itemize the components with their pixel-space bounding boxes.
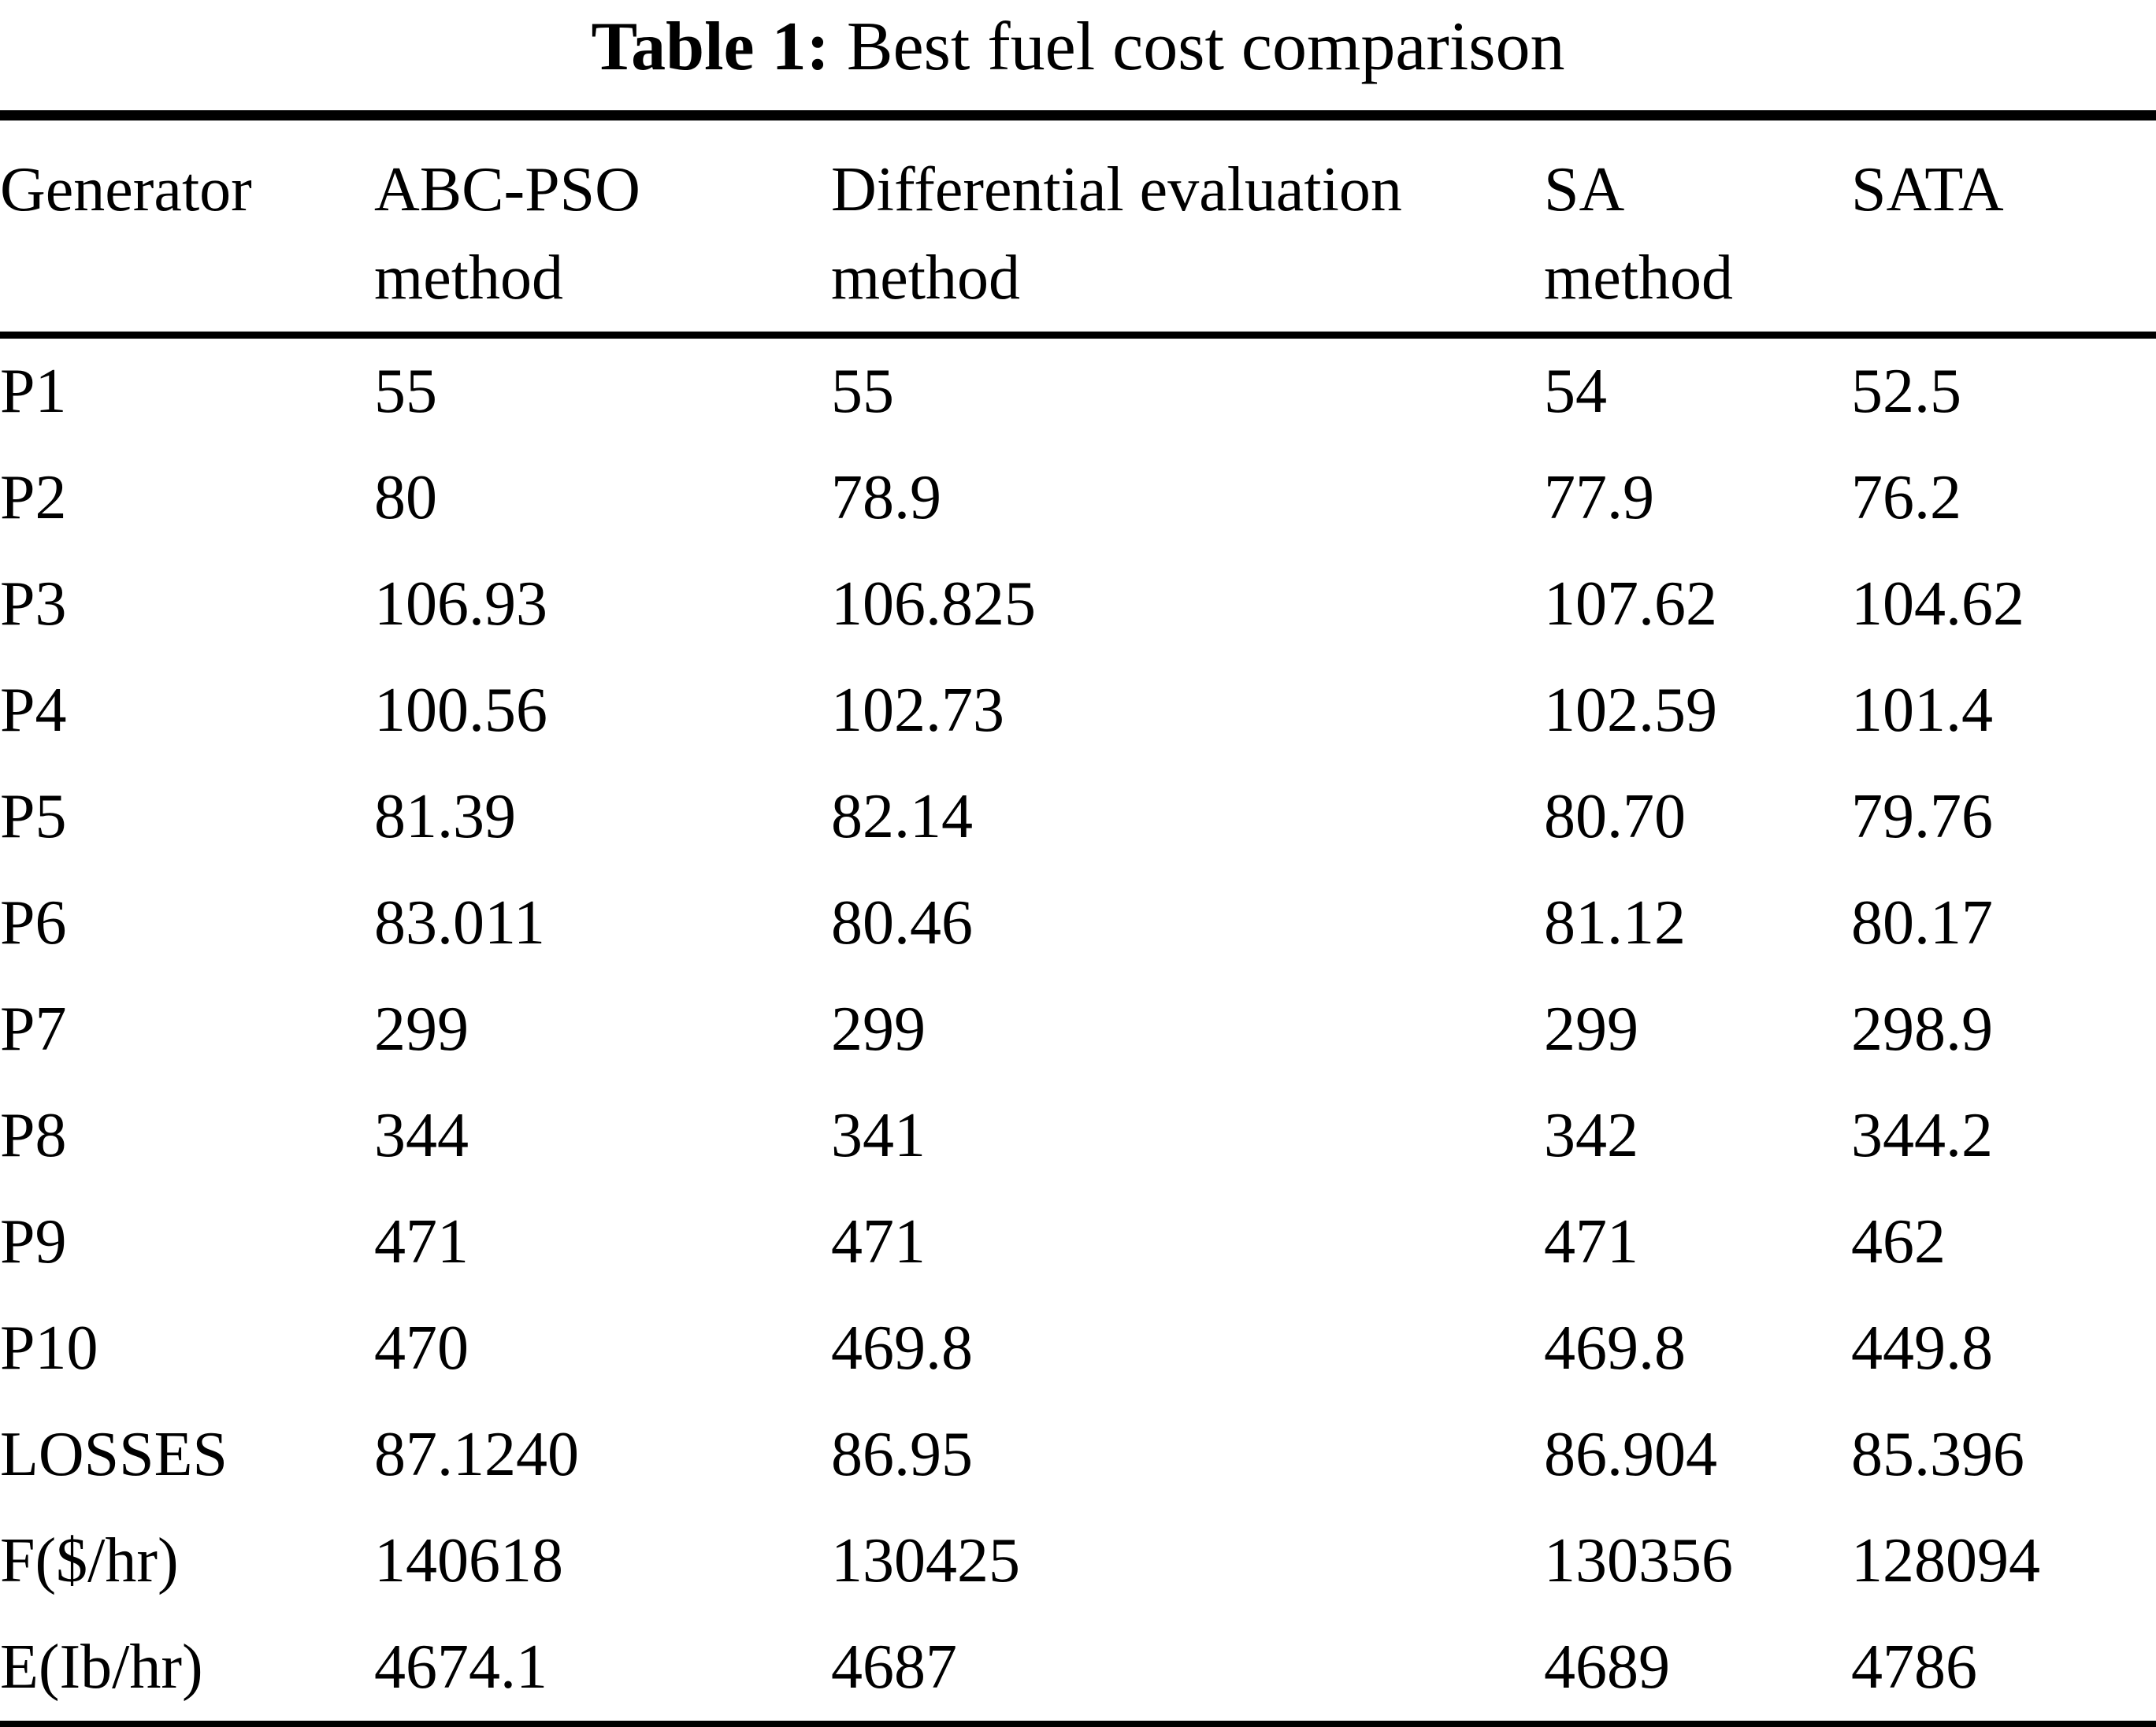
header-sata: SATA: [1851, 116, 2156, 335]
header-differential-evaluation: Differential evaluation method: [831, 116, 1544, 335]
header-line1: SA: [1544, 155, 1625, 224]
table-cell: 299: [831, 995, 926, 1064]
table-caption: Table 1: Best fuel cost comparison: [0, 0, 2156, 95]
header-line1: Generator: [0, 155, 252, 224]
table-cell: 462: [1851, 1207, 1946, 1277]
table-cell: 469.8: [831, 1314, 973, 1383]
table-cell: 80: [374, 463, 437, 532]
table-cell: 76.2: [1851, 463, 1961, 532]
table-cell: 102.73: [831, 676, 1004, 745]
table-cell: 471: [374, 1207, 469, 1277]
table-cell: 106.93: [374, 569, 547, 639]
table-cell: 4674.1: [374, 1632, 547, 1702]
table-row: E(Ib/hr) 4674.1 4687 4689 4786: [0, 1614, 2156, 1726]
header-line1: SATA: [1851, 155, 2004, 224]
table-cell: 100.56: [374, 676, 547, 745]
header-line2: method: [374, 243, 563, 313]
table-cell: 299: [374, 995, 469, 1064]
table-cell: 85.396: [1851, 1420, 2024, 1489]
row-label: LOSSES: [0, 1420, 228, 1489]
table-cell: 128094: [1851, 1526, 2040, 1595]
table-cell: 4786: [1851, 1632, 1977, 1702]
table-body: P1 55 55 54 52.5 P2 80 78.9 77.9 76.2 P3…: [0, 335, 2156, 1726]
table-cell: 81.12: [1544, 888, 1686, 958]
table-cell: 470: [374, 1314, 469, 1383]
header-abc-pso: ABC-PSO method: [374, 116, 831, 335]
row-label: F($/hr): [0, 1526, 179, 1595]
table-header: Generator ABC-PSO method Differential ev…: [0, 116, 2156, 335]
table-row: P5 81.39 82.14 80.70 79.76: [0, 764, 2156, 870]
table-cell: 81.39: [374, 782, 516, 851]
table-row: P7 299 299 299 298.9: [0, 977, 2156, 1083]
table-cell: 469.8: [1544, 1314, 1686, 1383]
table-row: P6 83.011 80.46 81.12 80.17: [0, 870, 2156, 977]
table-cell: 86.95: [831, 1420, 973, 1489]
table-cell: 55: [831, 357, 894, 426]
table-caption-number: Table 1:: [591, 9, 829, 85]
table-row: P10 470 469.8 469.8 449.8: [0, 1295, 2156, 1402]
table-row: P9 471 471 471 462: [0, 1189, 2156, 1295]
table-cell: 87.1240: [374, 1420, 579, 1489]
table-cell: 342: [1544, 1101, 1638, 1170]
table-cell: 344: [374, 1101, 469, 1170]
table-cell: 106.825: [831, 569, 1036, 639]
row-label: P7: [0, 995, 67, 1064]
table-cell: 101.4: [1851, 676, 1993, 745]
table-cell: 54: [1544, 357, 1607, 426]
table-cell: 471: [831, 1207, 926, 1277]
table-row: P2 80 78.9 77.9 76.2: [0, 445, 2156, 551]
header-generator: Generator: [0, 116, 374, 335]
table-cell: 130356: [1544, 1526, 1733, 1595]
fuel-cost-comparison-table: Generator ABC-PSO method Differential ev…: [0, 110, 2156, 1727]
table-cell: 341: [831, 1101, 926, 1170]
table-cell: 107.62: [1544, 569, 1717, 639]
table-cell: 55: [374, 357, 437, 426]
table-row: P3 106.93 106.825 107.62 104.62: [0, 551, 2156, 658]
table-row: P8 344 341 342 344.2: [0, 1083, 2156, 1189]
header-line2: method: [1544, 243, 1733, 313]
row-label: P9: [0, 1207, 67, 1277]
row-label: P10: [0, 1314, 98, 1383]
table-row: F($/hr) 140618 130425 130356 128094: [0, 1508, 2156, 1614]
table-cell: 104.62: [1851, 569, 2024, 639]
table-cell: 79.76: [1851, 782, 1993, 851]
header-line2: method: [831, 243, 1020, 313]
table-cell: 80.46: [831, 888, 973, 958]
table-row: P4 100.56 102.73 102.59 101.4: [0, 658, 2156, 764]
row-label: P4: [0, 676, 67, 745]
table-row: P1 55 55 54 52.5: [0, 335, 2156, 446]
header-line1: Differential evaluation: [831, 155, 1402, 224]
row-label: P6: [0, 888, 67, 958]
table-row: LOSSES 87.1240 86.95 86.904 85.396: [0, 1402, 2156, 1508]
table-cell: 78.9: [831, 463, 941, 532]
table-cell: 4687: [831, 1632, 957, 1702]
row-label: P2: [0, 463, 67, 532]
header-line1: ABC-PSO: [374, 155, 640, 224]
table-cell: 449.8: [1851, 1314, 1993, 1383]
table-cell: 130425: [831, 1526, 1020, 1595]
table-cell: 80.70: [1544, 782, 1686, 851]
table-cell: 83.011: [374, 888, 546, 958]
row-label: P5: [0, 782, 67, 851]
row-label: P1: [0, 357, 67, 426]
row-label: P3: [0, 569, 67, 639]
table-cell: 77.9: [1544, 463, 1654, 532]
table-caption-title: Best fuel cost comparison: [846, 9, 1565, 85]
header-sa: SA method: [1544, 116, 1851, 335]
row-label: E(Ib/hr): [0, 1632, 203, 1702]
table-cell: 102.59: [1544, 676, 1717, 745]
row-label: P8: [0, 1101, 67, 1170]
table-cell: 80.17: [1851, 888, 1993, 958]
table-cell: 4689: [1544, 1632, 1670, 1702]
table-cell: 344.2: [1851, 1101, 1993, 1170]
table-cell: 298.9: [1851, 995, 1993, 1064]
table-cell: 140618: [374, 1526, 563, 1595]
table-cell: 471: [1544, 1207, 1638, 1277]
table-cell: 86.904: [1544, 1420, 1717, 1489]
table-cell: 299: [1544, 995, 1638, 1064]
header-row: Generator ABC-PSO method Differential ev…: [0, 116, 2156, 335]
table-cell: 82.14: [831, 782, 973, 851]
table-cell: 52.5: [1851, 357, 1961, 426]
